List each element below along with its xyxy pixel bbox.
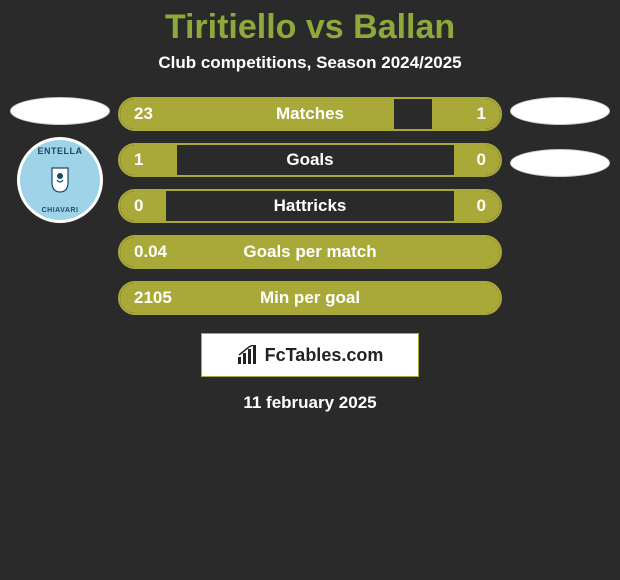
comparison-card: Tiritiello vs Ballan Club competitions, …: [0, 0, 620, 580]
stat-bar: 2105 Min per goal: [118, 281, 502, 315]
bar-label: Min per goal: [260, 288, 360, 308]
bar-value-left: 1: [134, 150, 143, 170]
stat-bar: 0.04 Goals per match: [118, 235, 502, 269]
bar-value-left: 0.04: [134, 242, 167, 262]
player-oval-right-2: [510, 149, 610, 177]
stat-bar: 1 Goals 0: [118, 143, 502, 177]
bar-label: Matches: [276, 104, 344, 124]
player-oval-left: [10, 97, 110, 125]
player-oval-right-1: [510, 97, 610, 125]
left-side: ENTELLA CHIAVARI: [10, 97, 110, 223]
bar-value-right: 0: [477, 150, 486, 170]
brand-box[interactable]: FcTables.com: [201, 333, 419, 377]
bar-fill-right: [432, 99, 500, 129]
page-title: Tiritiello vs Ballan: [0, 0, 620, 47]
stat-bars: 23 Matches 1 1 Goals 0 0 Hattricks 0 0.04 Goals pe…: [118, 97, 502, 315]
brand-chart-icon: [237, 345, 259, 365]
club-crest-icon: [43, 161, 77, 199]
date-text: 11 february 2025: [0, 393, 620, 413]
club-name-bottom: CHIAVARI: [42, 207, 79, 214]
bar-value-left: 0: [134, 196, 143, 216]
bar-label: Goals per match: [243, 242, 376, 262]
content-row: ENTELLA CHIAVARI 23 Matches 1 1 Goals 0 0 Hattr…: [0, 97, 620, 315]
bar-label: Goals: [286, 150, 333, 170]
brand-text: FcTables.com: [265, 345, 384, 366]
bar-value-right: 0: [477, 196, 486, 216]
bar-fill-left: [120, 99, 394, 129]
club-badge-left: ENTELLA CHIAVARI: [17, 137, 103, 223]
bar-value-left: 2105: [134, 288, 172, 308]
bar-value-right: 1: [477, 104, 486, 124]
stat-bar: 23 Matches 1: [118, 97, 502, 131]
bar-value-left: 23: [134, 104, 153, 124]
subtitle: Club competitions, Season 2024/2025: [0, 53, 620, 73]
club-name-top: ENTELLA: [38, 146, 83, 156]
bar-label: Hattricks: [274, 196, 347, 216]
bar-fill-left: [120, 145, 177, 175]
stat-bar: 0 Hattricks 0: [118, 189, 502, 223]
right-side: [510, 97, 610, 177]
